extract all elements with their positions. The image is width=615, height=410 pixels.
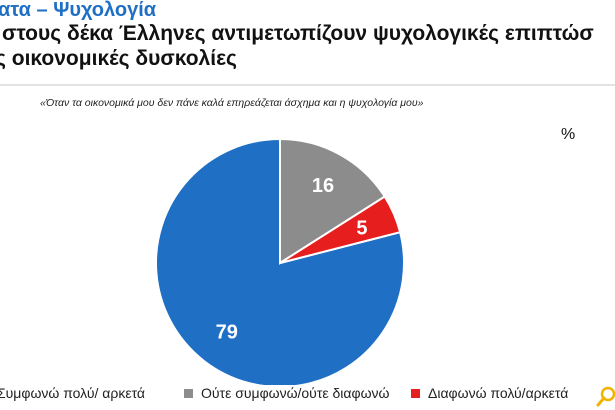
legend-item-neutral: Ούτε συμφωνώ/ούτε διαφωνώ [184,385,389,401]
data-label-agree: 79 [216,322,238,344]
legend-swatch-neutral [184,388,193,398]
legend-swatch-disagree [411,388,420,398]
chart-title: «Όταν τα οικονομικά μου δεν πάνε καλά επ… [40,97,424,109]
divider [0,84,615,86]
legend-label-agree: Συμφωνώ πολύ/ αρκετά [0,385,146,401]
slice-disagree [279,195,402,264]
headline: στους δέκα Έλληνες αντιμετωπίζουν ψυχολο… [2,22,594,45]
unit-label: % [561,126,576,143]
pie-data-labels: 79 16 5 [216,175,368,344]
pie-chart: 79 16 5 [155,137,405,385]
slice-neutral [279,137,387,265]
legend: Συμφωνώ πολύ/ αρκετά Ούτε συμφωνώ/ούτε δ… [0,385,615,407]
legend-label-disagree: Διαφωνώ πολύ/αρκετά [428,385,569,401]
headline-continued: ς οικονομικές δυσκολίες [0,47,237,70]
section-title: ατα – Ψυχολογία [0,0,157,21]
data-label-disagree: 5 [356,218,367,240]
legend-label-neutral: Ούτε συμφωνώ/ούτε διαφωνώ [201,385,390,401]
legend-item-disagree: Διαφωνώ πολύ/αρκετά [411,385,568,401]
pie-slices [155,137,405,385]
data-label-neutral: 16 [312,175,334,197]
magnifier-logo-icon [596,386,615,407]
legend-item-agree: Συμφωνώ πολύ/ αρκετά [0,385,145,401]
